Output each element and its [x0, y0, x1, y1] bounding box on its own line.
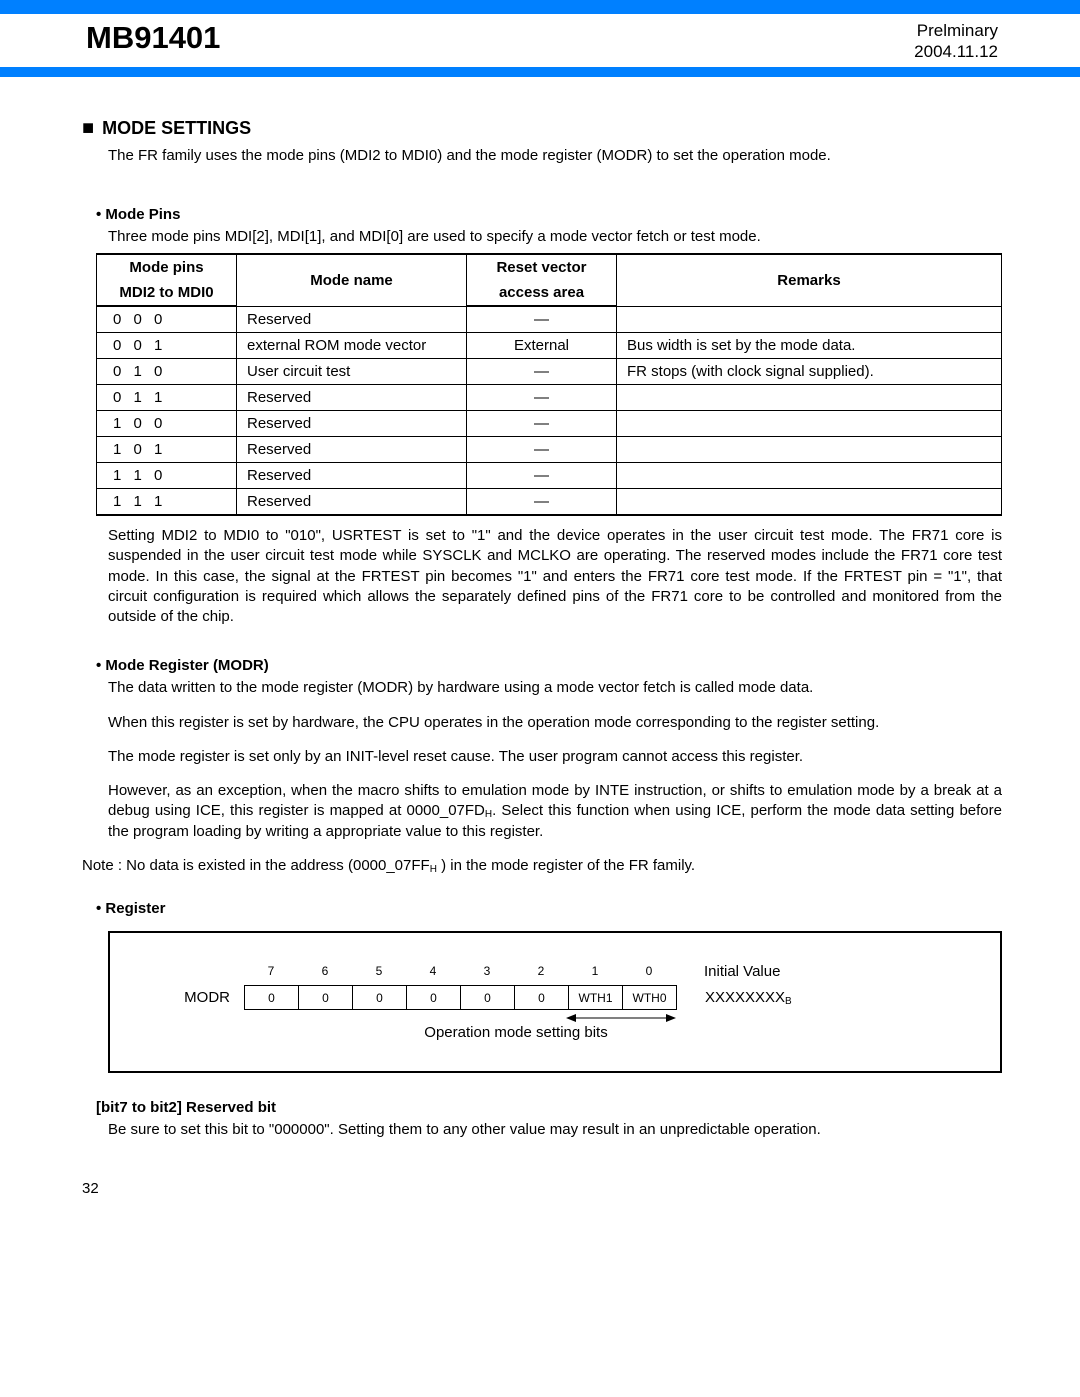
bit-number: 3	[460, 959, 514, 983]
mode-pins-after: Setting MDI2 to MDI0 to "010", USRTEST i…	[108, 526, 1002, 627]
bit-number-row: 76543210	[244, 959, 676, 983]
cell-mode-name: Reserved	[237, 437, 467, 463]
bit-number: 7	[244, 959, 298, 983]
document-header: MB91401 Prelminary 2004.11.12	[0, 14, 1080, 67]
arrow-icon	[566, 1012, 676, 1024]
th-mode-name: Mode name	[237, 254, 467, 306]
cell-pins: 0 1 1	[97, 385, 237, 411]
cell-reset-vector: —	[467, 411, 617, 437]
section-title: ■ MODE SETTINGS	[82, 117, 1002, 140]
cell-pins: 1 0 0	[97, 411, 237, 437]
table-row: 1 1 0Reserved—	[97, 463, 1002, 489]
cell-pins: 0 1 0	[97, 359, 237, 385]
cell-mode-name: Reserved	[237, 306, 467, 333]
cell-reset-vector: —	[467, 463, 617, 489]
reserved-bit-heading: [bit7 to bit2] Reserved bit	[96, 1099, 1002, 1116]
th-mdi2-mdi0: MDI2 to MDI0	[97, 280, 237, 306]
bit-cell: 0	[407, 986, 461, 1010]
page-content: ■ MODE SETTINGS The FR family uses the m…	[0, 77, 1080, 1228]
modr-p4: However, as an exception, when the macro…	[108, 781, 1002, 842]
th-reset-vector-1: Reset vector	[467, 254, 617, 280]
register-diagram: 76543210 Initial Value MODR 000000WTH1WT…	[108, 931, 1002, 1073]
cell-pins: 1 1 1	[97, 489, 237, 516]
cell-reset-vector: —	[467, 359, 617, 385]
bit-cell: 0	[461, 986, 515, 1010]
cell-reset-vector: —	[467, 385, 617, 411]
reserved-bit-text: Be sure to set this bit to "000000". Set…	[108, 1120, 1002, 1140]
register-label: MODR	[170, 989, 230, 1006]
cell-pins: 0 0 0	[97, 306, 237, 333]
cell-mode-name: external ROM mode vector	[237, 333, 467, 359]
th-remarks: Remarks	[617, 254, 1002, 306]
mode-pins-desc: Three mode pins MDI[2], MDI[1], and MDI[…	[108, 227, 1002, 247]
cell-remarks	[617, 411, 1002, 437]
table-row: 0 0 1external ROM mode vectorExternalBus…	[97, 333, 1002, 359]
modr-p1: The data written to the mode register (M…	[108, 678, 1002, 698]
cell-mode-name: Reserved	[237, 411, 467, 437]
mode-pins-heading: • Mode Pins	[96, 206, 1002, 223]
modr-note: Note : No data is existed in the address…	[82, 856, 1002, 876]
initial-value: XXXXXXXXB	[705, 989, 792, 1006]
section-intro: The FR family uses the mode pins (MDI2 t…	[108, 146, 1002, 166]
header-blue-rule	[0, 67, 1080, 77]
th-reset-vector-2: access area	[467, 280, 617, 306]
cell-pins: 1 0 1	[97, 437, 237, 463]
cell-remarks	[617, 306, 1002, 333]
cell-mode-name: User circuit test	[237, 359, 467, 385]
table-row: 1 1 1Reserved—	[97, 489, 1002, 516]
initial-value-label: Initial Value	[704, 963, 780, 980]
bit-number: 0	[622, 959, 676, 983]
top-blue-bar	[0, 0, 1080, 14]
modr-heading: • Mode Register (MODR)	[96, 657, 1002, 674]
table-row: 1 0 0Reserved—	[97, 411, 1002, 437]
bit-number: 1	[568, 959, 622, 983]
cell-reset-vector: —	[467, 437, 617, 463]
bit-number: 5	[352, 959, 406, 983]
bit-cell: 0	[515, 986, 569, 1010]
table-row: 0 1 1Reserved—	[97, 385, 1002, 411]
header-meta: Prelminary 2004.11.12	[914, 20, 998, 63]
cell-reset-vector: —	[467, 489, 617, 516]
cell-mode-name: Reserved	[237, 489, 467, 516]
bit-cell: 0	[245, 986, 299, 1010]
cell-pins: 1 1 0	[97, 463, 237, 489]
cell-remarks: FR stops (with clock signal supplied).	[617, 359, 1002, 385]
cell-remarks	[617, 437, 1002, 463]
register-heading: • Register	[96, 900, 1002, 917]
th-mode-pins: Mode pins	[97, 254, 237, 280]
cell-mode-name: Reserved	[237, 463, 467, 489]
cell-mode-name: Reserved	[237, 385, 467, 411]
section-title-text: MODE SETTINGS	[102, 118, 251, 139]
bit-number: 4	[406, 959, 460, 983]
square-icon: ■	[82, 117, 94, 140]
bit-cell: WTH1	[569, 986, 623, 1010]
doc-date: 2004.11.12	[914, 41, 998, 62]
bit-number: 2	[514, 959, 568, 983]
doc-status: Prelminary	[914, 20, 998, 41]
doc-code: MB91401	[86, 20, 220, 56]
cell-reset-vector: External	[467, 333, 617, 359]
cell-remarks	[617, 385, 1002, 411]
modr-p3: The mode register is set only by an INIT…	[108, 747, 1002, 767]
page-number: 32	[82, 1180, 1002, 1197]
cell-remarks: Bus width is set by the mode data.	[617, 333, 1002, 359]
cell-reset-vector: —	[467, 306, 617, 333]
bit-cell: 0	[299, 986, 353, 1010]
bit-cell: WTH0	[623, 986, 677, 1010]
mode-pins-table: Mode pins Mode name Reset vector Remarks…	[96, 253, 1002, 516]
register-bits: 000000WTH1WTH0	[244, 985, 677, 1010]
bit-number: 6	[298, 959, 352, 983]
cell-pins: 0 0 1	[97, 333, 237, 359]
table-row: 0 0 0Reserved—	[97, 306, 1002, 333]
table-row: 0 1 0User circuit test—FR stops (with cl…	[97, 359, 1002, 385]
bit-cell: 0	[353, 986, 407, 1010]
cell-remarks	[617, 463, 1002, 489]
modr-p2: When this register is set by hardware, t…	[108, 713, 1002, 733]
op-mode-label: Operation mode setting bits	[356, 1024, 676, 1041]
table-row: 1 0 1Reserved—	[97, 437, 1002, 463]
cell-remarks	[617, 489, 1002, 516]
